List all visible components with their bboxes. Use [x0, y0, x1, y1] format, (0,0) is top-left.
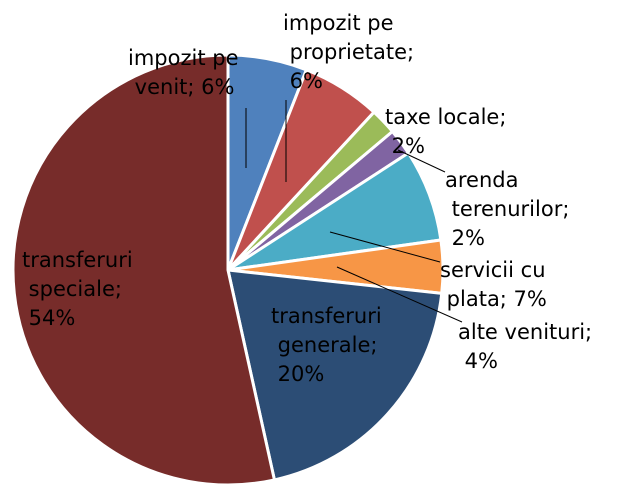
label-line: 54%	[22, 306, 75, 330]
label-line: arenda	[445, 168, 518, 192]
label-line: plata; 7%	[440, 287, 547, 311]
data-label: servicii cu plata; 7%	[440, 258, 547, 311]
label-line: transferuri	[22, 248, 133, 272]
label-line: 20%	[271, 362, 324, 386]
label-line: 6%	[283, 69, 323, 93]
label-line: impozit pe	[283, 11, 394, 35]
pie	[11, 53, 445, 487]
label-line: 4%	[458, 349, 498, 373]
leader-line	[329, 231, 441, 263]
data-label: taxe locale; 2%	[385, 105, 506, 158]
label-line: terenurilor;	[445, 197, 569, 221]
label-line: speciale;	[22, 277, 122, 301]
label-line: taxe locale;	[385, 105, 506, 129]
data-label: alte venituri; 4%	[458, 320, 592, 373]
data-label: transferuri generale; 20%	[271, 304, 382, 386]
data-label: transferuri speciale; 54%	[22, 248, 133, 330]
pie-slice	[226, 268, 444, 482]
label-line: impozit pe	[128, 46, 239, 70]
leader-line	[336, 266, 463, 323]
label-line: alte venituri;	[458, 320, 592, 344]
label-line: 2%	[385, 134, 425, 158]
data-label: impozit pe proprietate; 6%	[283, 11, 414, 93]
label-line: transferuri	[271, 304, 382, 328]
label-line: venit; 6%	[128, 75, 234, 99]
label-line: servicii cu	[440, 258, 546, 282]
leader-line	[397, 149, 446, 173]
label-line: generale;	[271, 333, 378, 357]
label-line: proprietate;	[283, 40, 414, 64]
label-line: 2%	[445, 226, 485, 250]
pie-slice	[11, 53, 277, 487]
data-label: impozit pe venit; 6%	[128, 46, 239, 99]
data-label: arenda terenurilor; 2%	[445, 168, 569, 250]
